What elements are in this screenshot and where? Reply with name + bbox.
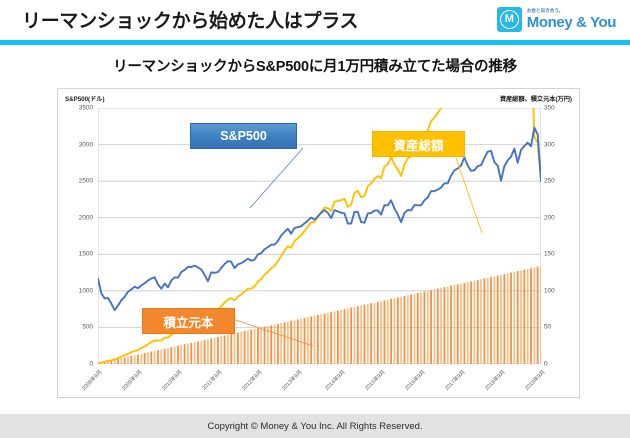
y-axis-tick-left: 2500 xyxy=(78,177,93,185)
callout-sp500: S&P500 xyxy=(190,123,297,149)
y-axis-tick-left: 0 xyxy=(89,360,93,368)
right-axis-title: 資産総額、積立元本(万円) xyxy=(499,96,572,103)
callout-assets-label: 資産総額 xyxy=(393,138,444,153)
y-axis-tick-left: 3500 xyxy=(78,104,93,112)
logo-tagline: お金と向き合う。 xyxy=(526,8,564,14)
x-axis-tick: 2015年9月 xyxy=(364,369,387,392)
y-axis-tick-right: 0 xyxy=(544,360,548,368)
y-axis-tick-right: 150 xyxy=(544,250,555,258)
x-axis-tick: 2010年9月 xyxy=(161,369,184,392)
page-title: リーマンショックから始めた人はプラス xyxy=(22,11,359,32)
x-axis-tick: 2008年9月 xyxy=(81,369,104,392)
y-axis-tick-left: 2000 xyxy=(78,214,93,222)
y-axis-tick-left: 500 xyxy=(82,323,93,331)
x-axis-tick: 2011年9月 xyxy=(201,369,224,392)
brand-logo: M お金と向き合う。 Money & You xyxy=(496,7,617,32)
y-axis-tick-right: 200 xyxy=(544,214,555,222)
chart-subtitle: リーマンショックからS&P500に月1万円積み立てた場合の推移 xyxy=(113,59,517,75)
logo-letter: M xyxy=(499,10,519,29)
y-axis-tick-left: 1500 xyxy=(78,250,93,258)
callout-sp500-label: S&P500 xyxy=(220,129,267,143)
x-axis-tick: 2019年9月 xyxy=(524,369,547,392)
y-axis-tick-left: 1000 xyxy=(78,287,93,295)
copyright-text: Copyright © Money & You Inc. All Rights … xyxy=(207,420,423,432)
y-axis-tick-left: 3000 xyxy=(78,141,93,149)
x-axis-tick: 2018年9月 xyxy=(484,369,507,392)
y-axis-tick-right: 50 xyxy=(544,323,552,331)
header-divider xyxy=(0,40,630,45)
y-axis-tick-right: 350 xyxy=(544,104,555,112)
callout-principal-label: 積立元本 xyxy=(163,315,214,330)
left-axis-title: S&P500(ドル) xyxy=(65,96,105,103)
x-axis-tick: 2013年9月 xyxy=(281,369,304,392)
logo-name: Money & You xyxy=(526,13,617,31)
x-axis-tick: 2014年9月 xyxy=(324,369,347,392)
y-axis-tick-right: 300 xyxy=(544,141,555,149)
chart-container: S&P500(ドル) 資産総額、積立元本(万円) 0 0 500 50 1000 100 1… xyxy=(57,88,580,398)
slide-footer: Copyright © Money & You Inc. All Rights … xyxy=(0,414,630,438)
plot-area xyxy=(98,108,541,364)
logo-text: お金と向き合う。 Money & You xyxy=(526,8,617,31)
slide-header: リーマンショックから始めた人はプラス M お金と向き合う。 Money & Yo… xyxy=(0,0,630,45)
logo-mark-icon: M xyxy=(496,7,522,32)
x-axis-tick: 2017年9月 xyxy=(444,369,467,392)
y-axis-tick-right: 250 xyxy=(544,177,555,185)
chart-svg xyxy=(98,108,541,364)
x-axis-tick: 2012年9月 xyxy=(241,369,264,392)
x-axis-tick: 2009年9月 xyxy=(121,369,144,392)
x-axis-tick: 2016年9月 xyxy=(404,369,427,392)
callout-assets: 資産総額 xyxy=(372,131,465,157)
callout-principal: 積立元本 xyxy=(142,308,235,334)
y-axis-tick-right: 100 xyxy=(544,287,555,295)
